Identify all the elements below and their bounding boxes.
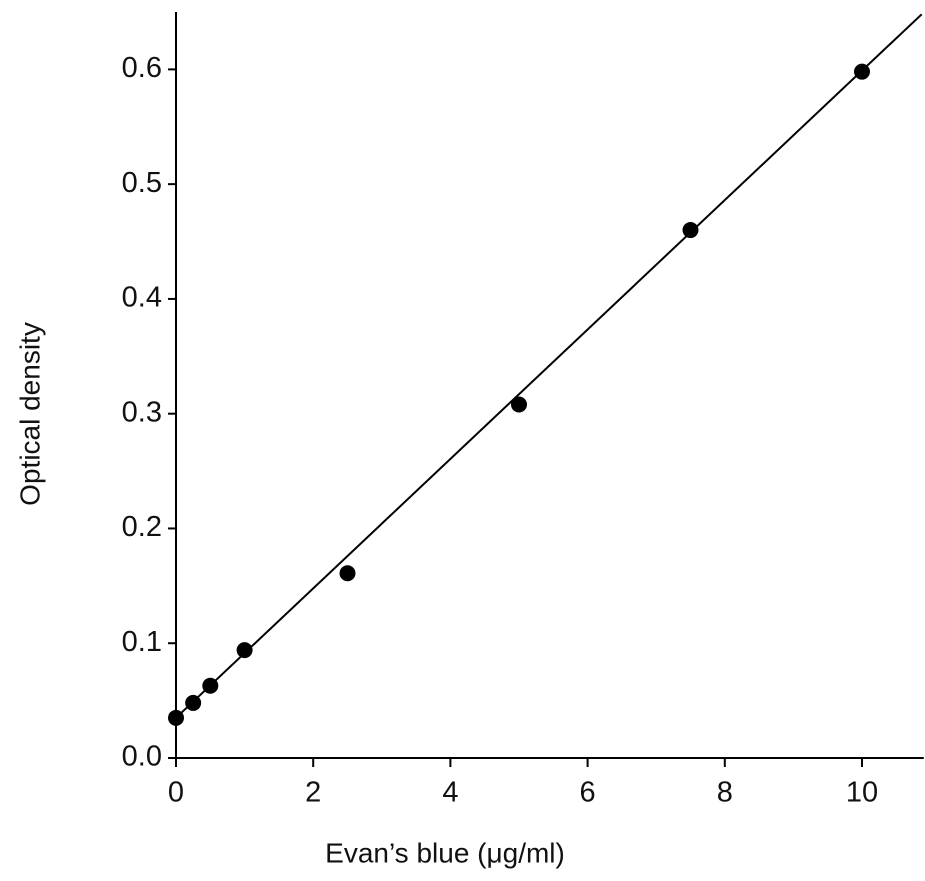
data-point — [339, 565, 356, 582]
y-tick-label: 0.2 — [122, 511, 162, 543]
y-tick-label: 0.6 — [122, 52, 162, 84]
x-axis-label: Evan’s blue (μg/ml) — [325, 837, 565, 868]
fit-line — [175, 13, 923, 719]
x-tick-label: 6 — [580, 777, 596, 809]
y-tick-label: 0.1 — [122, 626, 162, 658]
x-tick-label: 2 — [305, 777, 321, 809]
data-point — [682, 222, 699, 239]
x-tick-label: 10 — [846, 777, 878, 809]
y-tick-label: 0.0 — [122, 741, 162, 773]
y-tick-label: 0.4 — [122, 282, 162, 314]
y-tick-label: 0.3 — [122, 396, 162, 428]
data-point — [511, 396, 527, 413]
data-point — [202, 677, 219, 694]
data-point — [854, 63, 870, 80]
data-point — [168, 709, 184, 726]
data-point — [236, 642, 253, 659]
y-tick-label: 0.5 — [122, 167, 162, 199]
y-axis-label: Optical density — [14, 322, 45, 506]
x-tick-label: 4 — [442, 777, 458, 809]
x-tick-label: 0 — [168, 777, 184, 809]
data-point — [185, 694, 202, 711]
x-tick-label: 8 — [717, 777, 733, 809]
